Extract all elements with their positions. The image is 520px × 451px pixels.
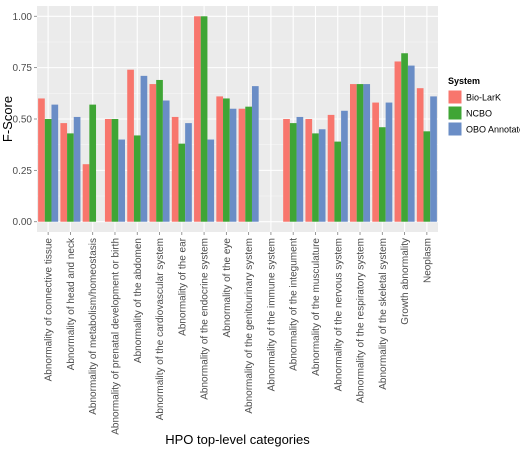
legend-label: Bio-LarK [466,93,501,103]
bar [118,139,125,222]
x-axis-ticks: Abnormality of connective tissue Abnormal… [44,232,433,435]
y-tick-label: 0.00 [13,217,33,228]
bar [140,75,148,222]
x-tick-label: Abnormality of metabolism/homeostasis [88,238,99,415]
x-tick-label: Abnormality of the respiratory system [356,238,367,403]
bar [416,88,424,222]
bar [67,133,74,222]
y-tick-label: 0.75 [13,63,33,74]
legend-label: OBO Annotator [466,125,520,135]
bar [207,139,215,222]
bar [162,100,170,222]
bar [216,96,224,222]
x-axis-title: HPO top-level categories [165,432,310,447]
x-tick-label: Abnormality of the nervous system [333,238,344,391]
bar [430,96,437,222]
bar [341,110,348,222]
bar [327,114,335,222]
bar [407,65,415,222]
x-tick-label: Abnormality of the musculature [311,238,322,376]
bar [350,84,357,222]
x-tick-label: Abnormality of the immune system [266,238,277,391]
x-tick-label: Abnormality of connective tissue [44,238,55,382]
bar [178,143,186,222]
bar [334,141,342,222]
bar [238,108,246,222]
x-tick-label: Abnormality of head and neck [66,237,77,370]
x-tick-label: Abnormality of the cardiovascular system [155,238,166,420]
legend-swatch [447,105,463,121]
x-tick-label: Neoplasm [422,238,433,283]
bar [82,164,90,222]
bar [127,69,134,222]
x-tick-label: Growth abnormality [400,238,411,325]
bar [318,129,326,222]
bar [51,104,59,222]
bar [229,108,237,222]
bar [312,133,319,222]
bar [111,119,119,222]
bar [223,98,230,222]
bar [194,16,201,222]
bar [363,84,371,222]
bar [133,135,141,222]
bar [423,131,431,222]
y-tick-label: 0.25 [13,166,33,177]
bar [38,98,45,222]
bar [104,119,112,222]
x-tick-label: Abnormality of the endocrine system [200,238,211,400]
legend: System Bio-LarK NCBO OBO Annotator [447,76,520,137]
legend-label: NCBO [466,109,492,119]
bar [149,84,157,222]
bar [73,116,81,222]
x-tick-label: Abnormality of the skeletal system [378,238,389,390]
bar [289,123,297,222]
bar [60,123,68,222]
bar [251,86,259,222]
y-tick-label: 0.50 [13,115,33,126]
bar [394,61,402,222]
bar [185,123,192,222]
x-tick-label: Abnormality of the ear [177,237,188,335]
bar [283,119,290,222]
x-tick-label: Abnormality of the genitourinary system [244,238,255,414]
y-axis-ticks: 0.00 0.25 0.50 0.75 1.00 [13,12,37,228]
bar [89,104,97,222]
x-tick-label: Abnormality of prenatal development or b… [110,238,121,435]
bar [378,127,386,222]
legend-title: System [448,76,480,86]
bar [171,116,179,222]
bar [296,116,304,222]
x-tick-label: Abnormality of the abdomen [133,238,144,363]
bars [38,16,437,222]
bar [305,119,313,222]
y-tick-label: 1.00 [13,12,33,23]
bar [385,102,393,222]
x-tick-label: Abnormality of the eye [222,238,233,338]
bar [356,84,364,222]
x-tick-label: Abnormality of the integument [289,238,300,371]
bar [156,79,163,222]
bar [401,53,408,222]
legend-swatch [447,121,463,137]
legend-swatch [447,89,463,105]
bar [200,16,208,222]
y-axis-title: F-Score [0,96,15,142]
bar [245,106,252,222]
bar [44,119,52,222]
bar [372,102,379,222]
